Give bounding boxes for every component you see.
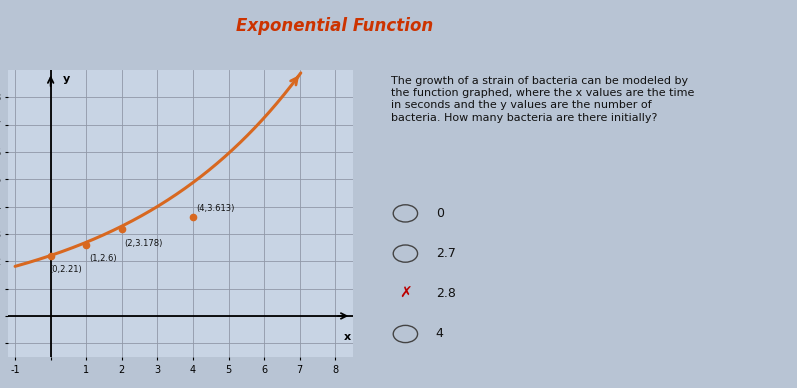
Text: y: y (63, 74, 70, 84)
Text: ✗: ✗ (399, 286, 412, 301)
Text: 2.8: 2.8 (436, 287, 456, 300)
Text: (0,2.21): (0,2.21) (49, 265, 81, 274)
Text: The growth of a strain of bacteria can be modeled by
the function graphed, where: The growth of a strain of bacteria can b… (391, 76, 694, 123)
Text: (1,2.6): (1,2.6) (89, 255, 116, 263)
Text: 4: 4 (436, 327, 444, 341)
Text: (2,3.178): (2,3.178) (124, 239, 163, 248)
Text: x: x (344, 333, 351, 342)
Text: 0: 0 (436, 207, 444, 220)
Text: Exponential Function: Exponential Function (236, 17, 434, 35)
Text: 2.7: 2.7 (436, 247, 456, 260)
Text: (4,3.613): (4,3.613) (197, 204, 235, 213)
